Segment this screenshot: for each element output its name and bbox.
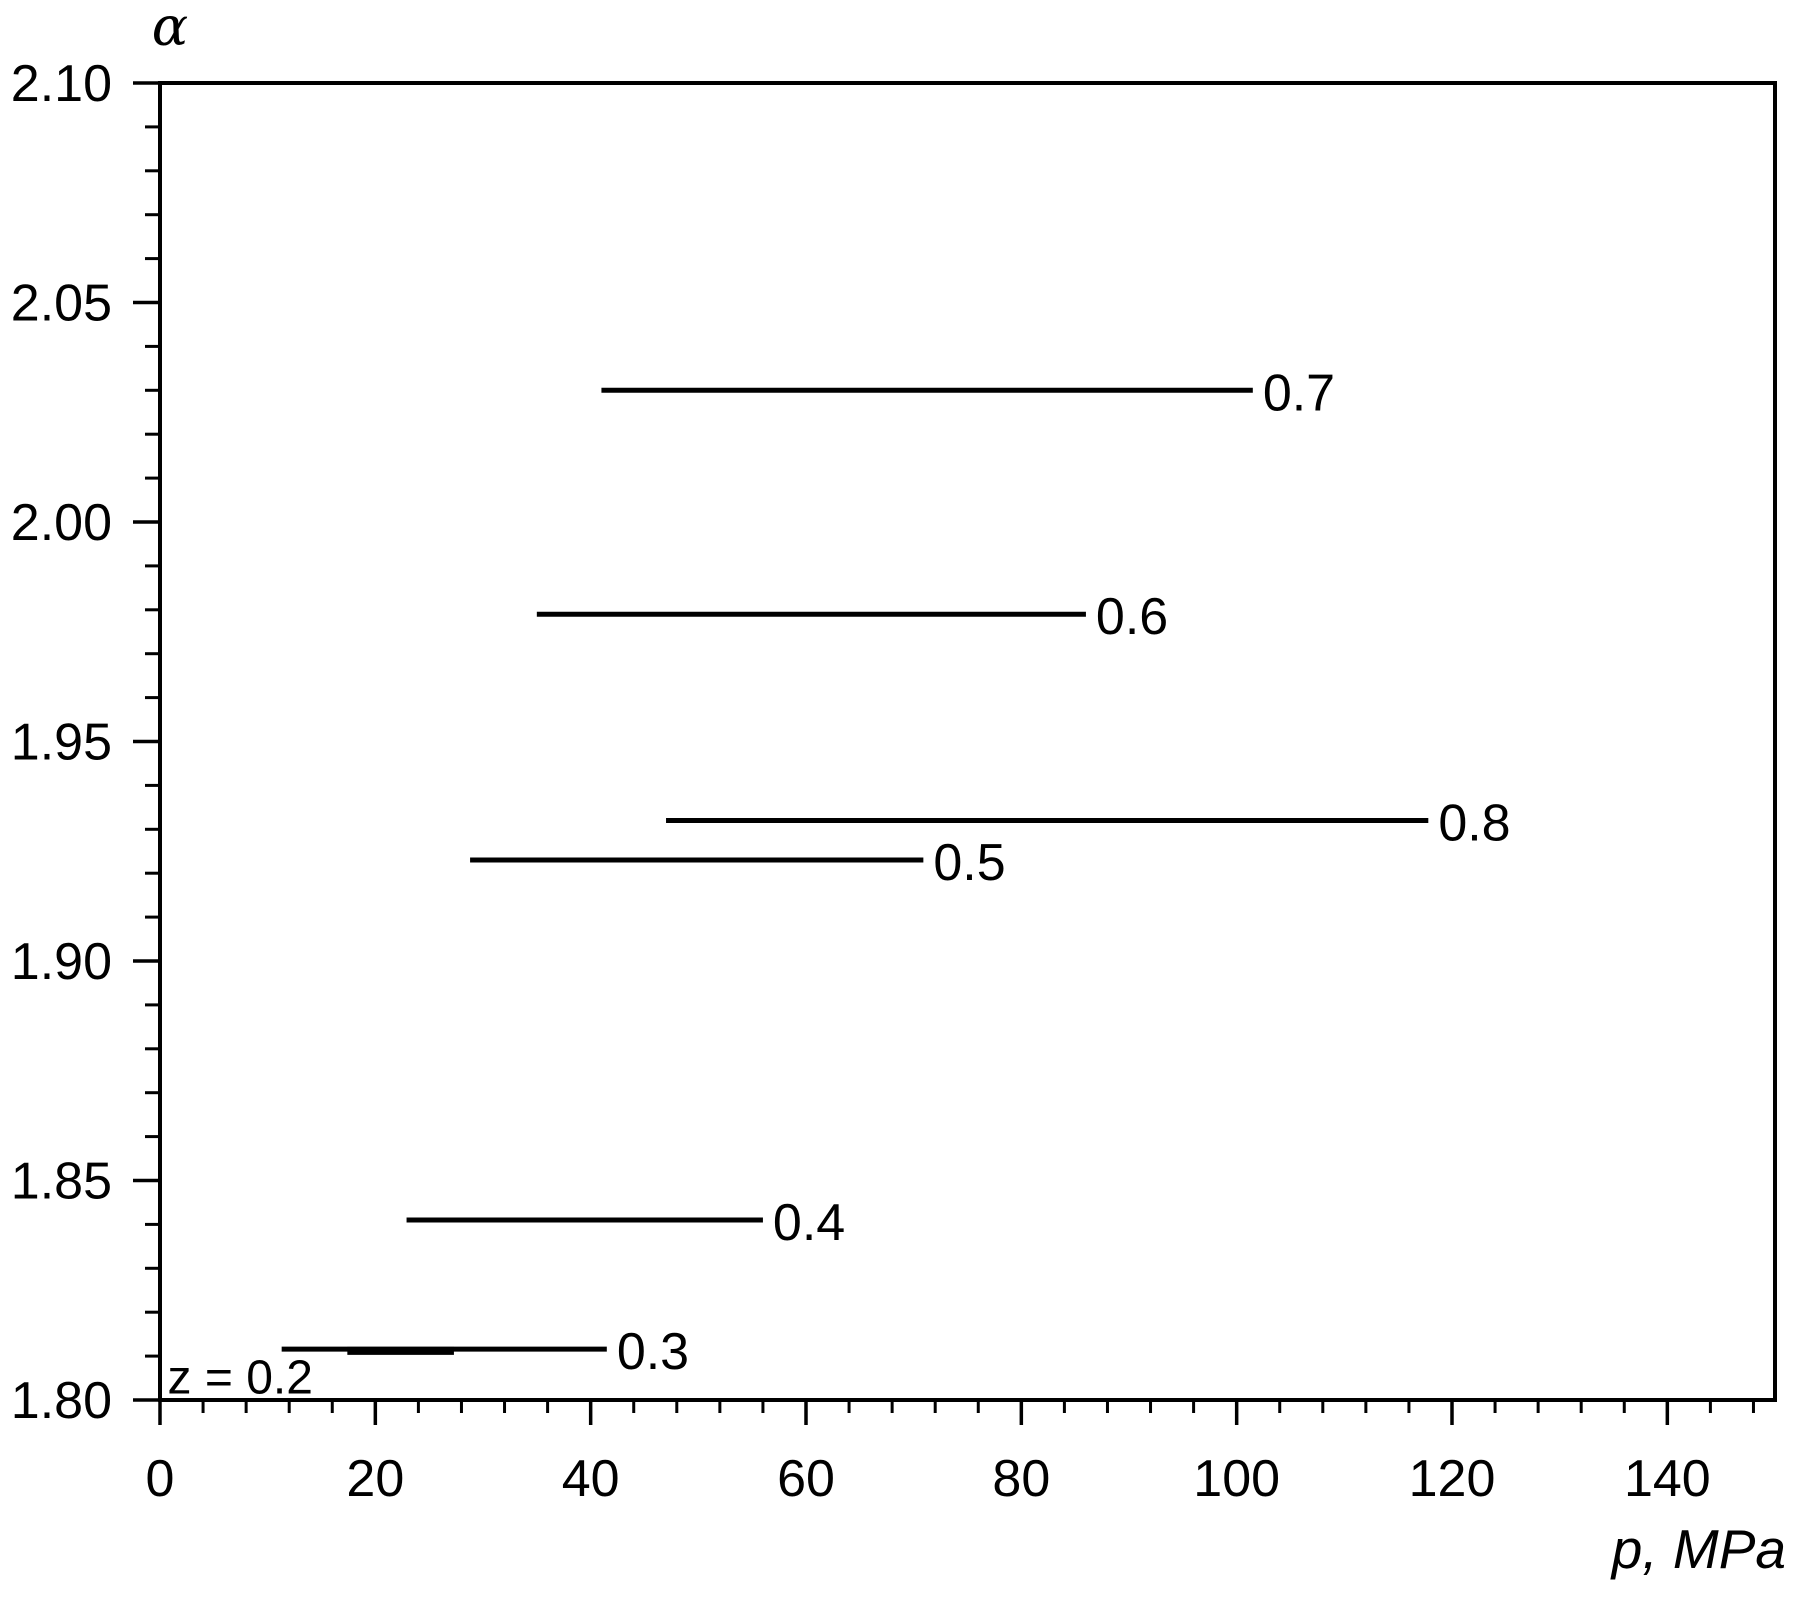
plot-frame [158, 81, 1777, 1402]
y-tick-label: 2.10 [11, 55, 112, 113]
series-label-z-0.4: 0.4 [773, 1194, 845, 1252]
plot-border [158, 81, 1777, 1402]
x-tick-label: 140 [1624, 1450, 1711, 1508]
series-labels: z = 0.2 0.3 0.4 0.5 0.6 0.7 0.8 [168, 364, 1511, 1404]
series-label-z-0.6: 0.6 [1096, 588, 1168, 646]
y-tick-label: 1.95 [11, 714, 112, 772]
y-tick-label: 1.90 [11, 933, 112, 991]
series-label-z-0.5: 0.5 [933, 834, 1005, 892]
x-axis-tick-labels: 0 20 40 60 80 100 120 140 [146, 1450, 1711, 1508]
x-axis-ticks [158, 1400, 1755, 1425]
y-tick-label: 1.80 [11, 1372, 112, 1430]
x-tick-label: 40 [562, 1450, 620, 1508]
x-tick-label: 20 [346, 1450, 404, 1508]
y-tick-label: 1.85 [11, 1153, 112, 1211]
x-tick-label: 120 [1409, 1450, 1496, 1508]
y-axis-title: α [152, 0, 188, 58]
x-axis-title: p, MPa [1610, 1518, 1786, 1580]
x-tick-label: 60 [777, 1450, 835, 1508]
series-label-z-0.3: 0.3 [617, 1323, 689, 1381]
series-label-z-0.7: 0.7 [1263, 364, 1335, 422]
y-axis-tick-labels: 1.80 1.85 1.90 1.95 2.00 2.05 2.10 [11, 55, 112, 1430]
y-tick-label: 2.05 [11, 275, 112, 333]
y-axis-ticks [133, 81, 160, 1402]
y-tick-label: 2.00 [11, 494, 112, 552]
x-tick-label: 0 [146, 1450, 175, 1508]
x-tick-label: 80 [992, 1450, 1050, 1508]
series-label-z-0.2: z = 0.2 [168, 1352, 313, 1405]
series-lines [281, 387, 1429, 1355]
series-label-z-0.8: 0.8 [1438, 795, 1510, 853]
x-tick-label: 100 [1193, 1450, 1280, 1508]
